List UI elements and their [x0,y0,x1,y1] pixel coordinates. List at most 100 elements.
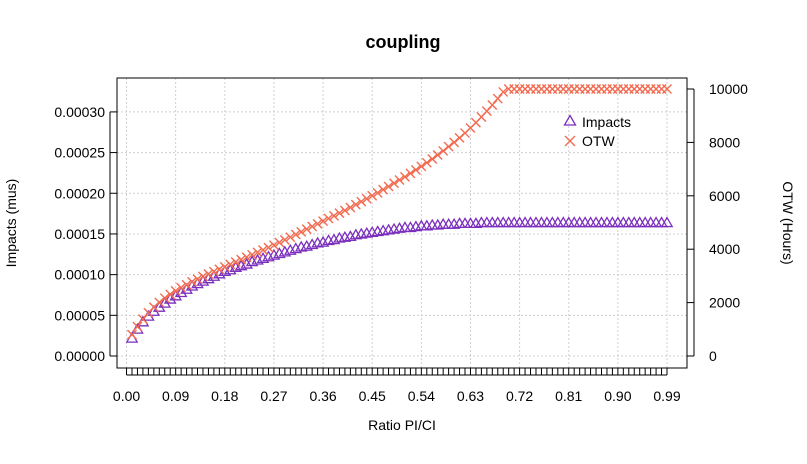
otw-point-19 [230,257,241,268]
x-tick-label: 0.27 [260,388,287,404]
cross-icon [564,135,576,147]
x-tick-label: 0.09 [162,388,189,404]
otw-point-38 [334,208,345,219]
otw-point-57 [438,145,449,156]
otw-point-54 [421,157,432,168]
y-axis-left: 0.00000 0.00005 0.00010 0.00015 0.00020 0.000… [54,104,117,364]
otw-point-20 [236,254,247,265]
impacts-point-16 [213,267,226,279]
otw-point-49 [394,175,405,186]
otw-point-13 [197,271,208,282]
otw-point-16 [214,264,225,275]
legend-label-impacts: Impacts [582,114,631,130]
plot-frame [116,77,688,369]
impacts-point-15 [207,269,221,281]
impacts-point-13 [196,274,210,286]
y-right-tick-label: 6000 [709,188,740,204]
otw-point-22 [247,249,258,260]
y-axis-right: 0 2000 4000 6000 8000 10000 [687,81,748,364]
otw-point-68 [498,86,509,97]
x-tick-label: 0.54 [408,388,435,404]
otw-point-0 [127,329,137,340]
y-left-tick-label: 0.00015 [54,226,105,242]
x-tick-label: 0.00 [113,388,140,404]
y-right-tick-label: 10000 [709,81,748,97]
x-tick-label: 0.72 [506,388,533,404]
y-left-tick-label: 0.00020 [54,185,105,201]
legend: Impacts OTW [563,114,631,149]
series-otw [127,84,672,340]
otw-point-8 [170,285,181,296]
otw-point-26 [268,240,279,251]
otw-point-23 [252,247,263,258]
x-tick-label: 0.18 [211,388,238,404]
otw-point-12 [192,274,203,285]
y-right-tick-label: 0 [709,348,717,364]
otw-point-17 [219,261,230,272]
x-axis-label: Ratio PI/CI [368,417,436,433]
impacts-point-7 [163,292,177,304]
otw-point-56 [432,149,443,160]
otw-point-42 [356,196,367,207]
otw-point-6 [159,293,170,304]
x-axis: 0.00 0.09 0.18 0.27 0.36 0.45 0.54 0.63 0.72 0.81… [113,368,681,404]
otw-point-25 [263,242,274,253]
y-left-tick-label: 0.00010 [54,267,105,283]
otw-point-44 [367,190,378,201]
y-right-tick-label: 8000 [709,134,740,150]
triangle-icon [563,114,577,126]
otw-point-52 [410,164,421,175]
otw-point-53 [416,161,427,172]
otw-point-28 [279,234,290,245]
impacts-point-11 [185,279,199,291]
otw-point-35 [318,216,329,227]
chart-title: coupling [366,32,441,52]
y-left-tick-label: 0.00030 [54,104,105,120]
otw-point-24 [258,245,269,255]
x-tick-label: 0.90 [604,388,631,404]
impacts-point-10 [180,282,193,294]
otw-point-9 [176,282,187,293]
y-left-tick-label: 0.00025 [54,145,105,161]
y-left-tick-label: 0.00000 [54,348,105,364]
otw-point-39 [339,205,350,216]
otw-point-32 [301,224,312,235]
otw-point-36 [323,213,334,224]
otw-point-58 [443,141,454,152]
x-tick-label: 0.63 [457,388,484,404]
y-axis-right-label: OTW (Hours) [780,181,796,264]
grid [117,78,687,368]
x-tick-label: 0.81 [555,388,582,404]
otw-point-37 [328,210,339,221]
otw-point-14 [203,269,214,280]
impacts-point-8 [169,289,182,301]
otw-point-46 [378,184,389,195]
impacts-point-98 [660,216,674,228]
otw-point-5 [154,297,165,308]
impacts-point-12 [191,277,204,289]
otw-point-7 [165,289,176,300]
x-tick-label: 0.45 [359,388,386,404]
otw-point-51 [405,168,416,179]
otw-point-43 [361,193,372,204]
otw-point-50 [399,171,410,182]
y-left-tick-label: 0.00005 [54,307,105,323]
x-tick-label: 0.99 [653,388,680,404]
otw-point-30 [290,229,301,240]
otw-point-10 [181,279,192,290]
impacts-point-9 [174,286,188,298]
otw-point-45 [372,187,383,198]
y-right-tick-label: 2000 [709,295,740,311]
y-axis-left-label: Impacts (mus) [3,179,19,268]
otw-point-40 [345,202,356,213]
x-tick-label: 0.36 [309,388,336,404]
impacts-point-21 [240,257,253,269]
impacts-point-14 [202,272,215,284]
otw-point-98 [662,84,672,94]
otw-point-55 [427,153,438,164]
y-right-tick-label: 4000 [709,241,740,257]
otw-point-21 [241,252,252,263]
otw-point-47 [383,181,394,192]
otw-point-1 [132,321,143,332]
